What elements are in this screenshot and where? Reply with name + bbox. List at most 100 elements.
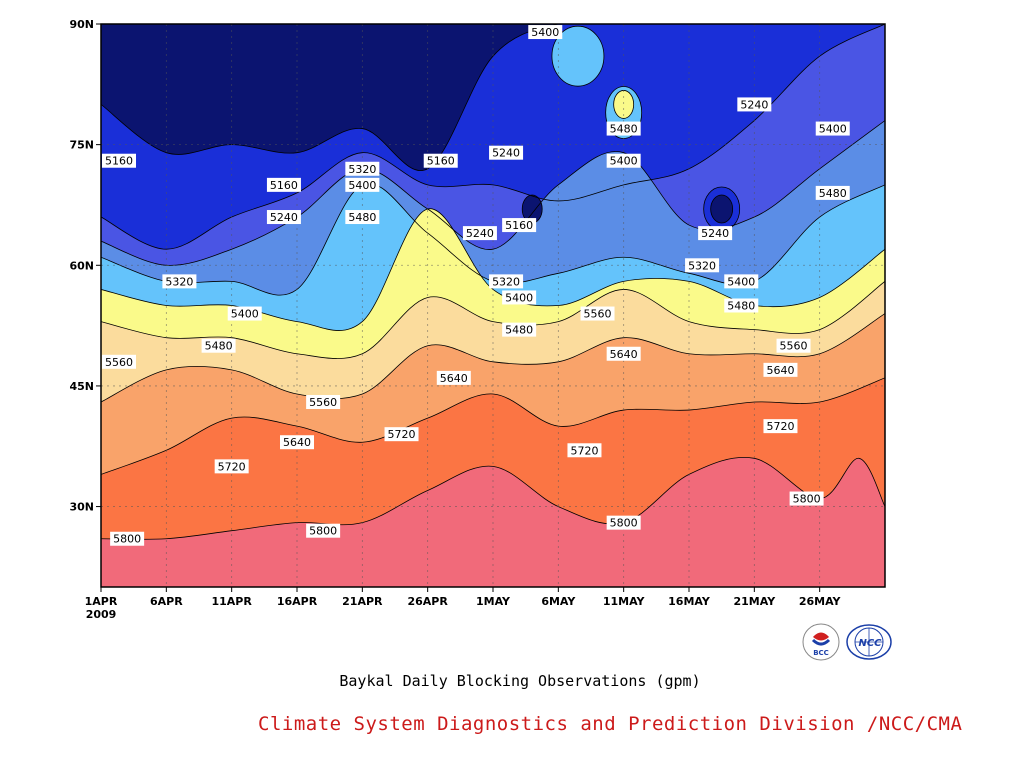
contour-label-5400: 5400 [348,179,376,192]
contour-label-bg [345,177,380,192]
contour-label-5320: 5320 [348,163,376,176]
bcc-logo-text: BCC [813,649,829,657]
contour-label-bg [724,274,759,289]
x-tick-label: 1MAY [476,595,511,608]
x-tick-label: 1APR [85,595,118,608]
y-tick-label: 60N [69,259,94,272]
contour-label-bg [737,97,772,112]
contour-label-5480: 5480 [205,340,233,353]
contour-label-bg [201,338,236,353]
contour-label-bg [489,145,524,160]
contour-label-5400: 5400 [231,308,259,321]
ncc-logo-text: NCC [858,638,882,649]
contour-label-5720: 5720 [218,460,246,473]
contour-label-bg [776,338,811,353]
grid-lines [101,24,885,587]
x-year-label: 2009 [86,608,117,621]
contour-label-5800: 5800 [309,525,337,538]
contour-label-bg [698,226,733,241]
contour-label-5640: 5640 [766,364,794,377]
contour-label-bg [763,362,798,377]
x-tick-label: 16MAY [668,595,711,608]
contour-label-bg [606,346,641,361]
contour-label-5640: 5640 [440,372,468,385]
contour-label-bg [110,531,145,546]
contour-label-bg [162,274,197,289]
contour-label-5560: 5560 [105,356,133,369]
x-tick-label: 6APR [150,595,183,608]
contour-label-5400: 5400 [505,291,533,304]
x-tick-label: 26APR [407,595,448,608]
x-tick-label: 11MAY [603,595,646,608]
contour-label-bg [436,370,471,385]
contour-label-bg [789,491,824,506]
contour-label-5720: 5720 [766,420,794,433]
contour-label-bg [306,395,341,410]
contour-label-5240: 5240 [740,98,768,111]
contour-label-5480: 5480 [819,187,847,200]
contour-label-bg [528,25,563,40]
contour-label-5240: 5240 [492,147,520,160]
contour-label-bg [384,427,419,442]
contour-label-5400: 5400 [819,123,847,136]
contour-label-5400: 5400 [531,26,559,39]
y-tick-label: 45N [69,380,94,393]
contour-label-5480: 5480 [727,300,755,313]
contour-label-bg [266,210,301,225]
contour-label-bg [345,161,380,176]
contour-label-5720: 5720 [388,428,416,441]
contour-label-bg [102,153,136,168]
contour-label-5720: 5720 [570,444,598,457]
y-axis: 30N 45N 60N 75N 90N [69,18,101,514]
contour-label-5800: 5800 [793,493,821,506]
contour-label-bg [763,419,798,434]
x-tick-label: 6MAY [541,595,576,608]
contour-label-bg [462,226,497,241]
contour-label-bg [489,274,524,289]
contour-label-5320: 5320 [165,275,193,288]
bcc-logo: BCC [802,623,840,661]
x-axis: 1APR 6APR 11APR 16APR 21APR 26APR 1MAY 6MAY 11MA… [85,587,842,621]
contour-label-5240: 5240 [270,211,298,224]
contour-label-bg [502,218,537,233]
ncc-logo: NCC [846,624,892,660]
contour-label-bg [306,523,341,538]
contour-label-bg [266,177,301,192]
contour-label-bg [567,443,602,458]
contour-label-5480: 5480 [348,211,376,224]
contour-label-bg [502,290,537,305]
contour-label-bg [724,298,759,313]
contour-label-5480: 5480 [610,123,638,136]
contour-label-bg [502,322,537,337]
contour-label-5480: 5480 [505,324,533,337]
contour-label-5160: 5160 [270,179,298,192]
contour-label-bg [227,306,262,321]
contour-label-5320: 5320 [492,275,520,288]
chart-title: Baykal Daily Blocking Observations (gpm) [339,672,701,690]
x-tick-label: 21MAY [733,595,776,608]
closed-contour-2 [710,194,734,224]
contour-label-bg [606,153,641,168]
contour-label-5800: 5800 [113,533,141,546]
contour-labels: 5160 5160 5240 5320 5400 5480 5560 5560 5640 5720… [102,25,850,546]
contour-label-bg [606,515,641,530]
contour-label-bg [423,153,458,168]
closed-contour-5 [551,25,605,87]
contour-label-5640: 5640 [610,348,638,361]
contour-label-5160: 5160 [505,219,533,232]
x-tick-label: 21APR [342,595,383,608]
contour-label-5560: 5560 [780,340,808,353]
contour-label-5160: 5160 [427,155,455,168]
x-tick-label: 26MAY [799,595,842,608]
y-tick-label: 90N [69,18,94,31]
contour-label-5400: 5400 [610,155,638,168]
x-tick-label: 16APR [277,595,318,608]
contour-label-bg [606,121,641,136]
contour-label-5560: 5560 [584,308,612,321]
contour-label-5240: 5240 [466,227,494,240]
contour-label-5240: 5240 [701,227,729,240]
y-tick-label: 75N [69,139,94,152]
contour-label-bg [214,459,249,474]
contour-label-bg [815,121,850,136]
contour-label-5560: 5560 [309,396,337,409]
